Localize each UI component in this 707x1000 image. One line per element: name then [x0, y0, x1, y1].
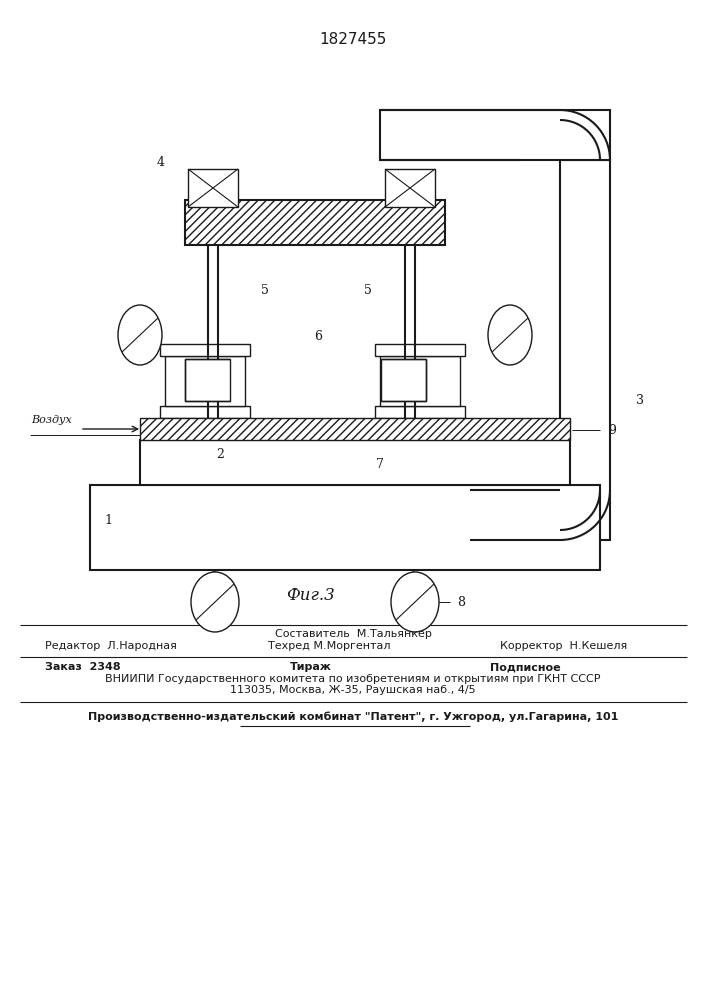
- Text: 8: 8: [457, 595, 465, 608]
- Text: ВНИИПИ Государственного комитета по изобретениям и открытиям при ГКНТ СССР: ВНИИПИ Государственного комитета по изоб…: [105, 674, 601, 684]
- Text: 5: 5: [364, 284, 372, 296]
- Text: 1: 1: [104, 514, 112, 526]
- Bar: [375, 344, 465, 356]
- Bar: [380, 356, 460, 406]
- Text: Редактор  Л.Народная: Редактор Л.Народная: [45, 641, 177, 651]
- Bar: [375, 406, 465, 418]
- Ellipse shape: [191, 572, 239, 632]
- Text: 3: 3: [636, 393, 644, 406]
- Bar: [140, 440, 570, 485]
- Bar: [560, 160, 610, 540]
- Bar: [470, 490, 560, 540]
- Text: Воздух: Воздух: [31, 415, 72, 425]
- Text: 5: 5: [261, 284, 269, 296]
- Text: 4: 4: [157, 155, 165, 168]
- Text: 9: 9: [608, 424, 616, 436]
- Bar: [185, 359, 230, 401]
- Bar: [140, 418, 570, 440]
- Text: 6: 6: [314, 330, 322, 342]
- Text: Тираж: Тираж: [290, 662, 332, 672]
- Bar: [185, 200, 445, 245]
- Ellipse shape: [118, 305, 162, 365]
- Text: Техред М.Моргентал: Техред М.Моргентал: [268, 641, 390, 651]
- Bar: [380, 110, 610, 160]
- Text: 113035, Москва, Ж-35, Раушская наб., 4/5: 113035, Москва, Ж-35, Раушская наб., 4/5: [230, 685, 476, 695]
- Text: Корректор  Н.Кешеля: Корректор Н.Кешеля: [500, 641, 627, 651]
- Text: Фиг.3: Фиг.3: [286, 586, 334, 603]
- Text: Производственно-издательский комбинат "Патент", г. Ужгород, ул.Гагарина, 101: Производственно-издательский комбинат "П…: [88, 712, 618, 722]
- Text: Заказ  2348: Заказ 2348: [45, 662, 121, 672]
- Bar: [165, 356, 245, 406]
- Bar: [385, 169, 435, 207]
- Bar: [160, 344, 250, 356]
- Text: 2: 2: [216, 448, 224, 462]
- Text: Составитель  М.Тальянкер: Составитель М.Тальянкер: [274, 629, 431, 639]
- Bar: [160, 406, 250, 418]
- Text: Подписное: Подписное: [490, 662, 561, 672]
- Text: 7: 7: [376, 458, 384, 472]
- Bar: [381, 359, 426, 401]
- Text: 1827455: 1827455: [320, 32, 387, 47]
- Ellipse shape: [391, 572, 439, 632]
- Bar: [90, 485, 600, 570]
- Bar: [188, 169, 238, 207]
- Ellipse shape: [488, 305, 532, 365]
